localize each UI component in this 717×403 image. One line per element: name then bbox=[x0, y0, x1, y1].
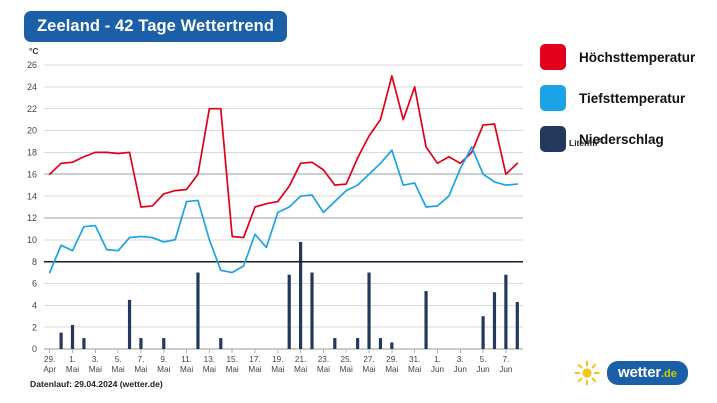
legend-label-hoechsttemperatur: Höchsttemperatur bbox=[579, 49, 696, 65]
svg-text:21.: 21. bbox=[295, 355, 306, 364]
svg-text:Mai: Mai bbox=[362, 365, 375, 374]
svg-text:Jun: Jun bbox=[431, 365, 445, 374]
wetter-de-logo[interactable]: wetter .de bbox=[574, 360, 688, 386]
x-axis-tick-marks bbox=[49, 349, 507, 353]
legend-swatch-navy bbox=[540, 126, 566, 152]
svg-text:12: 12 bbox=[27, 213, 37, 223]
svg-text:7.: 7. bbox=[502, 355, 509, 364]
legend-item-niederschlag: Niederschlag bbox=[540, 126, 695, 152]
svg-text:Mai: Mai bbox=[226, 365, 239, 374]
chart-gridlines bbox=[44, 64, 523, 350]
svg-text:15.: 15. bbox=[226, 355, 237, 364]
legend-unit-label: Liter/m2 bbox=[569, 137, 601, 148]
svg-text:Mai: Mai bbox=[112, 365, 125, 374]
legend-item-tiefsttemperatur: Tiefsttemperatur bbox=[540, 85, 695, 111]
svg-text:Mai: Mai bbox=[340, 365, 353, 374]
svg-text:Mai: Mai bbox=[317, 365, 330, 374]
data-run-note: Datenlauf: 29.04.2024 (wetter.de) bbox=[30, 379, 163, 389]
svg-text:8: 8 bbox=[32, 257, 37, 267]
svg-text:0: 0 bbox=[32, 344, 37, 354]
svg-text:3.: 3. bbox=[457, 355, 464, 364]
svg-text:31.: 31. bbox=[409, 355, 420, 364]
svg-text:29.: 29. bbox=[44, 355, 55, 364]
svg-text:10: 10 bbox=[27, 235, 37, 245]
logo-tld: .de bbox=[660, 368, 677, 380]
svg-text:26: 26 bbox=[27, 60, 37, 70]
svg-text:5.: 5. bbox=[480, 355, 487, 364]
svg-text:11.: 11. bbox=[181, 355, 192, 364]
legend-unit-text: Liter/m bbox=[569, 137, 598, 148]
legend-label-tiefsttemperatur: Tiefsttemperatur bbox=[579, 90, 686, 106]
legend-unit-sup: 2 bbox=[597, 137, 601, 144]
svg-text:19.: 19. bbox=[272, 355, 283, 364]
svg-text:Apr: Apr bbox=[43, 365, 56, 374]
svg-text:9.: 9. bbox=[160, 355, 167, 364]
legend-label-niederschlag: Niederschlag bbox=[579, 131, 664, 147]
svg-text:Mai: Mai bbox=[89, 365, 102, 374]
series-line-tiefsttemperatur bbox=[48, 146, 519, 274]
svg-text:27.: 27. bbox=[363, 355, 374, 364]
svg-text:16: 16 bbox=[27, 169, 37, 179]
svg-text:1.: 1. bbox=[434, 355, 441, 364]
logo-word: wetter bbox=[618, 364, 661, 381]
x-axis-tick-labels: 29.Apr1.Mai3.Mai5.Mai7.Mai9.Mai11.Mai13.… bbox=[43, 355, 513, 374]
svg-text:Mai: Mai bbox=[203, 365, 216, 374]
svg-text:4: 4 bbox=[32, 301, 37, 311]
svg-text:14: 14 bbox=[27, 191, 37, 201]
svg-text:1.: 1. bbox=[69, 355, 76, 364]
svg-text:7.: 7. bbox=[138, 355, 145, 364]
svg-text:29.: 29. bbox=[386, 355, 397, 364]
y-axis-unit-label: °C bbox=[29, 46, 39, 56]
legend-item-hoechsttemperatur: Höchsttemperatur bbox=[540, 44, 695, 70]
svg-text:24: 24 bbox=[27, 82, 37, 92]
svg-text:18: 18 bbox=[27, 148, 37, 158]
precipitation-bars bbox=[59, 241, 519, 349]
legend-swatch-blue bbox=[540, 85, 566, 111]
svg-text:Jun: Jun bbox=[476, 365, 490, 374]
page-title: Zeeland - 42 Tage Wettertrend bbox=[24, 11, 288, 43]
svg-text:Mai: Mai bbox=[248, 365, 261, 374]
svg-text:Mai: Mai bbox=[66, 365, 79, 374]
svg-text:Mai: Mai bbox=[294, 365, 307, 374]
svg-text:25.: 25. bbox=[341, 355, 352, 364]
svg-text:13.: 13. bbox=[204, 355, 215, 364]
svg-text:Mai: Mai bbox=[408, 365, 421, 374]
temperature-series-lines bbox=[48, 75, 519, 274]
svg-text:2: 2 bbox=[32, 322, 37, 332]
svg-text:6: 6 bbox=[32, 279, 37, 289]
svg-text:17.: 17. bbox=[249, 355, 260, 364]
svg-text:Mai: Mai bbox=[271, 365, 284, 374]
svg-text:Jun: Jun bbox=[454, 365, 468, 374]
svg-text:Mai: Mai bbox=[385, 365, 398, 374]
svg-text:23.: 23. bbox=[318, 355, 329, 364]
svg-text:Mai: Mai bbox=[180, 365, 193, 374]
chart-legend: Höchsttemperatur Tiefsttemperatur Nieder… bbox=[540, 44, 695, 167]
series-line-höchsttemperatur bbox=[48, 75, 519, 239]
svg-text:Jun: Jun bbox=[499, 365, 513, 374]
svg-text:Mai: Mai bbox=[157, 365, 170, 374]
svg-text:20: 20 bbox=[27, 126, 37, 136]
svg-text:Mai: Mai bbox=[134, 365, 147, 374]
svg-text:3.: 3. bbox=[92, 355, 99, 364]
svg-text:22: 22 bbox=[27, 104, 37, 114]
sun-icon bbox=[574, 360, 600, 386]
legend-swatch-red bbox=[540, 44, 566, 70]
logo-pill: wetter .de bbox=[607, 361, 688, 385]
svg-text:5.: 5. bbox=[115, 355, 122, 364]
